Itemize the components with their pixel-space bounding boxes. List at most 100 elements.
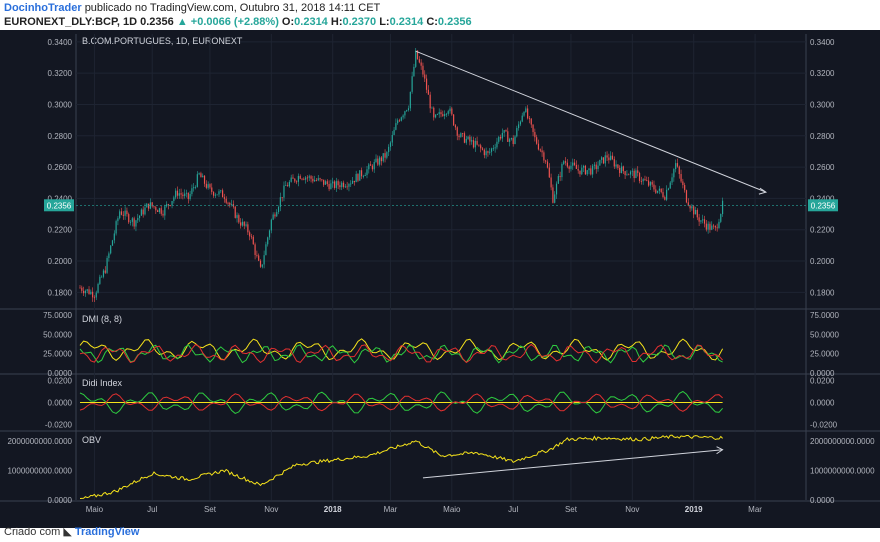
candle-body: [187, 192, 189, 199]
candle-body: [99, 276, 101, 284]
candle-body: [353, 180, 355, 183]
trendline-arrow-icon: [758, 187, 768, 195]
candle-body: [351, 180, 354, 184]
candle-body: [155, 207, 157, 211]
candle-body: [610, 155, 612, 161]
candle-body: [425, 78, 428, 90]
time-tick: 2019: [685, 505, 703, 514]
candle-body: [593, 164, 596, 166]
dmi-tick-right: 50.0000: [810, 330, 839, 339]
candle-body: [694, 209, 697, 215]
last-price-label-right: 0.2356: [811, 201, 836, 210]
candle-body: [566, 162, 568, 167]
candle-body: [635, 170, 637, 179]
candle-body: [218, 191, 220, 195]
author-link[interactable]: DocinhoTrader: [4, 2, 82, 14]
candle-body: [203, 175, 206, 184]
candle-body: [673, 169, 675, 178]
candle-body: [487, 151, 489, 153]
candle-body: [647, 180, 650, 186]
candle-body: [657, 190, 659, 193]
chart-svg[interactable]: 0.3400 0.3400 0.3200 0.3200 0.3000 0.3000 0.28…: [0, 30, 880, 528]
candle-body: [481, 148, 484, 150]
candle-body: [129, 221, 132, 223]
candle-body: [328, 184, 330, 190]
candle-body: [142, 209, 144, 215]
price-tick-right: 0.3200: [810, 69, 835, 78]
candle-body: [447, 111, 449, 114]
candle-body: [167, 204, 170, 206]
candle-body: [646, 180, 648, 182]
price-tick-right: 0.2200: [810, 226, 835, 235]
candle-body: [516, 128, 518, 137]
candle-body: [523, 112, 525, 116]
candle-body: [638, 172, 641, 182]
open-label: O:: [281, 16, 295, 28]
candle-body: [157, 210, 159, 212]
obv-line: [79, 434, 723, 499]
candle-body: [416, 50, 419, 60]
candle-body: [128, 214, 130, 223]
candle-body: [211, 187, 213, 192]
candle-body: [460, 133, 462, 138]
candle-body: [444, 114, 446, 117]
candle-body: [243, 221, 245, 226]
candle-body: [389, 142, 392, 147]
last-price-badge-right: [808, 199, 838, 212]
tradingview-brand[interactable]: TradingView: [74, 526, 140, 538]
candle-body: [373, 161, 375, 170]
candle-body: [267, 237, 269, 245]
candle-body: [346, 186, 348, 188]
candle-body: [205, 183, 207, 188]
candle-body: [366, 169, 368, 175]
candle-body: [158, 208, 161, 212]
candle-body: [588, 168, 590, 171]
candle-body: [608, 157, 610, 161]
open-value: 0.2314: [294, 16, 328, 28]
candle-body: [519, 121, 522, 125]
candle-body: [294, 178, 296, 182]
candle-body: [135, 220, 137, 227]
candle-body: [431, 107, 433, 109]
candle-body: [335, 181, 337, 188]
candle-body: [274, 214, 276, 217]
candle-body: [386, 152, 388, 158]
candle-body: [238, 215, 240, 223]
candle-body: [249, 232, 251, 237]
dmi-tick-right: 75.0000: [810, 311, 839, 320]
candle-body: [404, 111, 406, 116]
candle-body: [604, 155, 606, 164]
candle-body: [406, 110, 408, 112]
candle-body: [440, 112, 442, 115]
candle-body: [357, 173, 359, 181]
candle-body: [102, 270, 105, 277]
chart-canvas[interactable]: 0.3400 0.3400 0.3200 0.3200 0.3000 0.3000 0.28…: [0, 30, 880, 528]
candle-body: [662, 192, 664, 198]
candle-body: [640, 181, 642, 182]
candle-body: [555, 183, 558, 195]
candle-body: [653, 184, 655, 190]
candle-body: [290, 177, 292, 182]
candle-body: [93, 297, 96, 299]
obv-tick-left: 2000000000.0000: [7, 437, 72, 446]
candle-body: [577, 168, 579, 171]
candle-body: [637, 170, 639, 173]
candle-body: [590, 168, 592, 175]
candle-body: [581, 167, 583, 175]
candle-body: [433, 107, 435, 118]
candle-body: [449, 108, 451, 112]
candle-body: [285, 185, 287, 187]
candle-body: [613, 159, 615, 167]
candle-body: [478, 144, 480, 146]
candle-body: [666, 189, 668, 200]
candle-body: [153, 206, 155, 208]
candle-body: [229, 202, 231, 205]
close-value: 0.2356: [437, 16, 472, 28]
candle-body: [525, 108, 527, 113]
candle-body: [597, 165, 599, 170]
candle-body: [191, 188, 193, 194]
candle-body: [359, 170, 361, 181]
price-tick-left: 0.3000: [48, 100, 73, 109]
candle-body: [263, 255, 265, 265]
time-tick: Set: [204, 505, 217, 514]
